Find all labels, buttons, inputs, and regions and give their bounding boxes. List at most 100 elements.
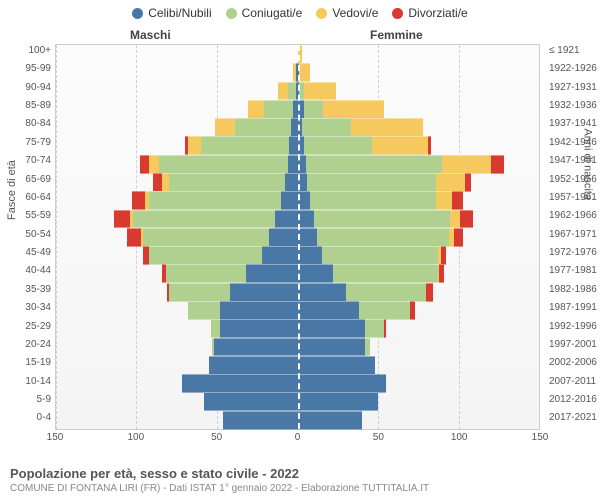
female-bar — [298, 374, 540, 391]
bar-segment — [302, 118, 350, 137]
legend-swatch — [316, 8, 327, 19]
bar-segment — [133, 210, 275, 229]
age-label: 5-9 — [0, 395, 51, 405]
bar-segment — [322, 246, 438, 265]
age-label: 40-44 — [0, 266, 51, 276]
bar-segment — [230, 283, 298, 302]
bar-segment — [365, 319, 384, 338]
bar-segment — [223, 411, 297, 430]
x-axis-ticks: 15010050050100150 — [55, 432, 540, 446]
birth-year-label: 2017-2021 — [549, 413, 600, 423]
bar-segment — [149, 246, 262, 265]
bar-segment — [143, 228, 269, 247]
bar-segment — [298, 301, 359, 320]
bar-segment — [306, 155, 443, 174]
bar-segment — [317, 228, 449, 247]
birth-year-label: 2012-2016 — [549, 395, 600, 405]
bar-segment — [460, 210, 473, 229]
bar-segment — [235, 118, 291, 137]
female-bar — [298, 411, 540, 428]
age-label: 90-94 — [0, 83, 51, 93]
bar-segment — [298, 374, 387, 393]
birth-year-label: 1932-1936 — [549, 101, 600, 111]
bar-segment — [365, 338, 370, 357]
female-bar — [298, 173, 540, 190]
male-bar — [56, 191, 298, 208]
male-bar — [56, 392, 298, 409]
bar-segment — [298, 319, 366, 338]
bar-segment — [304, 82, 336, 101]
bar-segment — [289, 136, 297, 155]
female-bar — [298, 100, 540, 117]
bar-segment — [188, 136, 201, 155]
male-bar — [56, 374, 298, 391]
bar-segment — [214, 338, 298, 357]
legend-swatch — [226, 8, 237, 19]
legend-label: Divorziati/e — [408, 6, 467, 20]
bar-segment — [436, 191, 452, 210]
header-females: Femmine — [370, 28, 423, 42]
bar-segment — [127, 228, 141, 247]
bar-segment — [439, 264, 444, 283]
female-bar — [298, 392, 540, 409]
chart-title: Popolazione per età, sesso e stato civil… — [10, 466, 590, 481]
male-bar — [56, 136, 298, 153]
birth-year-label: 1927-1931 — [549, 83, 600, 93]
x-tick-label: 0 — [295, 432, 301, 443]
bar-segment — [153, 173, 163, 192]
age-label: 20-24 — [0, 340, 51, 350]
female-bar — [298, 319, 540, 336]
bar-segment — [452, 191, 463, 210]
legend-label: Vedovi/e — [332, 6, 378, 20]
bar-segment — [298, 246, 322, 265]
birth-year-label: 1997-2001 — [549, 340, 600, 350]
bar-segment — [441, 246, 446, 265]
chart-subtitle: COMUNE DI FONTANA LIRI (FR) - Dati ISTAT… — [10, 483, 590, 494]
bar-segment — [182, 374, 298, 393]
birth-year-label: 1987-1991 — [549, 303, 600, 313]
bar-segment — [132, 191, 145, 210]
male-bar — [56, 246, 298, 263]
legend-item: Coniugati/e — [226, 6, 303, 20]
age-label: 100+ — [0, 46, 51, 56]
bar-segment — [298, 392, 378, 411]
male-bar — [56, 173, 298, 190]
x-tick-label: 50 — [373, 432, 384, 443]
bar-segment — [298, 283, 346, 302]
bar-segment — [246, 264, 298, 283]
female-bar — [298, 210, 540, 227]
bar-segment — [269, 228, 298, 247]
bar-segment — [204, 392, 297, 411]
male-bar — [56, 82, 298, 99]
male-bar — [56, 155, 298, 172]
female-bar — [298, 191, 540, 208]
bar-segment — [220, 301, 297, 320]
bar-segment — [351, 118, 423, 137]
x-tick-label: 50 — [211, 432, 222, 443]
bar-segment — [149, 191, 281, 210]
bar-segment — [333, 264, 438, 283]
bar-segment — [323, 100, 384, 119]
bar-segment — [114, 210, 130, 229]
bar-segment — [188, 301, 220, 320]
bar-segment — [288, 82, 296, 101]
y-axis-label-right: Anni di nascita — [582, 128, 594, 200]
legend-item: Divorziati/e — [392, 6, 467, 20]
bar-segment — [298, 356, 375, 375]
legend-swatch — [132, 8, 143, 19]
bar-segment — [262, 246, 297, 265]
birth-year-label: 1962-1966 — [549, 211, 600, 221]
age-label: 35-39 — [0, 285, 51, 295]
bar-segment — [166, 264, 246, 283]
bar-segment — [264, 100, 293, 119]
bar-segment — [426, 283, 432, 302]
bar-segment — [304, 100, 323, 119]
age-axis-labels: 100+95-9990-9485-8980-8475-7970-7465-696… — [0, 44, 55, 430]
bar-segment — [346, 283, 426, 302]
female-bar — [298, 246, 540, 263]
male-bar — [56, 228, 298, 245]
x-tick-label: 100 — [451, 432, 468, 443]
bar-segment — [220, 319, 297, 338]
male-bar — [56, 45, 298, 62]
birth-year-label: 1992-1996 — [549, 322, 600, 332]
